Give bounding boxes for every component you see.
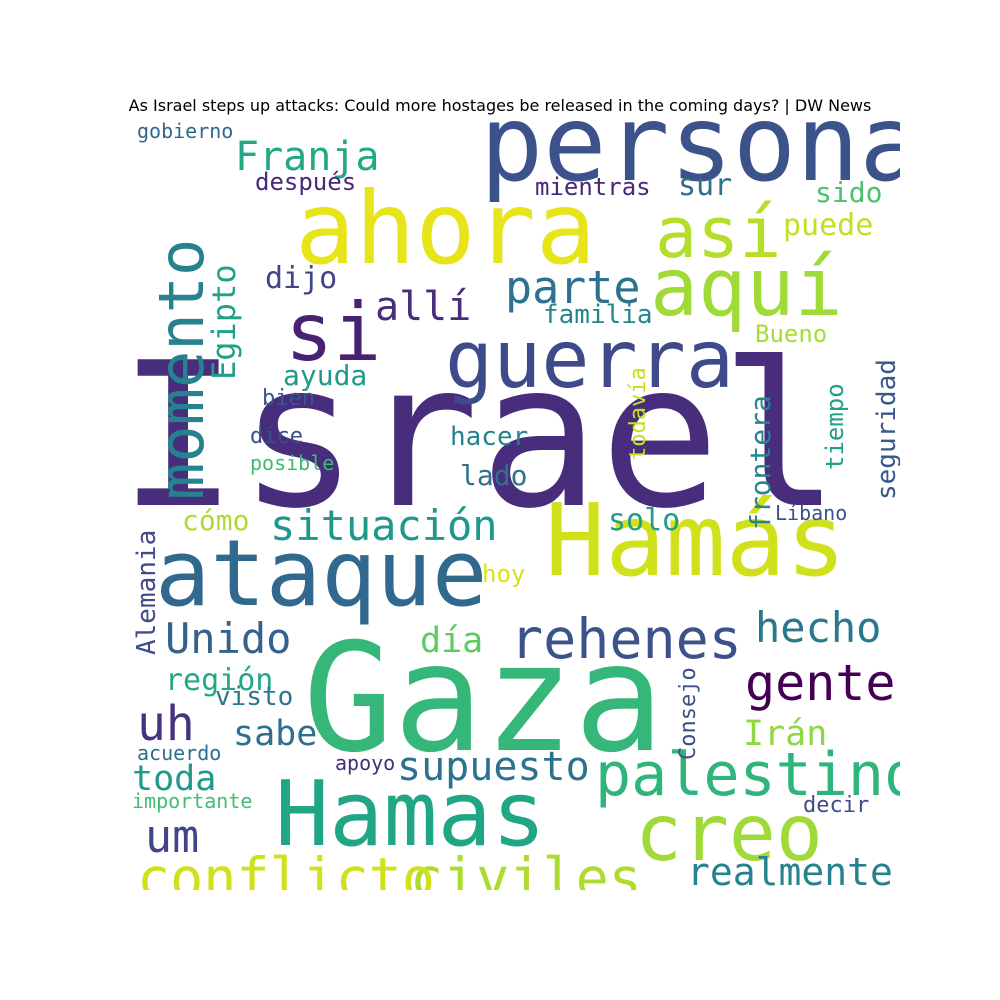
cloud-word: cómo <box>182 504 249 537</box>
cloud-word: Hamás <box>545 482 846 599</box>
cloud-word: día <box>420 621 483 661</box>
cloud-word: Alemania <box>132 530 162 655</box>
cloud-word: allí <box>375 284 471 330</box>
cloud-word: gente <box>745 654 896 712</box>
cloud-word: Israel <box>125 320 840 553</box>
cloud-word: lado <box>460 459 527 492</box>
cloud-word: persona <box>480 120 900 205</box>
cloud-word: posible <box>250 451 334 475</box>
cloud-word: conflicto <box>137 846 435 890</box>
cloud-word: familia <box>543 300 653 330</box>
cloud-word: sabe <box>233 714 317 754</box>
cloud-word: ahora <box>295 170 596 287</box>
cloud-word: Unido <box>165 614 291 663</box>
cloud-word: ayuda <box>283 359 367 392</box>
cloud-word: toda <box>132 759 216 799</box>
cloud-word: hecho <box>755 603 881 652</box>
cloud-word: creo <box>635 789 823 879</box>
cloud-word: región <box>165 663 273 698</box>
cloud-word: puede <box>783 208 873 243</box>
cloud-word: acuerdo <box>137 741 221 765</box>
cloud-word: seguridad <box>872 359 900 500</box>
cloud-word: Irán <box>743 714 827 754</box>
cloud-word: frontera <box>744 395 777 530</box>
cloud-word: guerra <box>445 313 734 406</box>
cloud-word: situación <box>270 501 498 550</box>
cloud-word: dice <box>250 424 303 449</box>
cloud-word: mientras <box>535 173 651 201</box>
cloud-word: aquí <box>650 241 843 334</box>
cloud-word: supuesto <box>397 744 590 790</box>
cloud-word: bien <box>262 386 315 411</box>
cloud-word: así <box>655 192 781 274</box>
cloud-word: Consejo <box>676 667 701 760</box>
cloud-word: después <box>255 168 356 196</box>
cloud-word: momento <box>145 239 218 500</box>
cloud-word: solo <box>608 503 680 538</box>
cloud-word: civiles <box>410 846 642 890</box>
cloud-word: parte <box>505 261 640 314</box>
cloud-word: Gaza <box>303 612 664 786</box>
cloud-word: palestino <box>595 740 900 810</box>
cloud-word: realmente <box>687 850 893 890</box>
cloud-word: Hamas <box>275 762 546 867</box>
cloud-word: si <box>285 286 381 379</box>
cloud-word: Egipto <box>205 264 243 380</box>
cloud-word: Líbano <box>775 501 847 525</box>
cloud-word: Bueno <box>755 320 827 348</box>
cloud-word: tiempo <box>821 383 849 470</box>
cloud-word: apoyo <box>335 751 395 775</box>
cloud-word: sido <box>815 176 882 209</box>
cloud-word: hacer <box>450 422 528 452</box>
cloud-word: decir <box>803 793 869 818</box>
cloud-word: importante <box>132 789 252 813</box>
cloud-word: todavía <box>626 367 651 460</box>
cloud-word: Franja <box>235 134 380 180</box>
word-cloud: Israel Gaza Hamás persona ahora ataque Hamas gu… <box>125 120 900 890</box>
cloud-word: rehenes <box>510 607 742 671</box>
cloud-word: um <box>145 810 199 863</box>
cloud-word: hoy <box>482 560 525 588</box>
cloud-word: sur <box>678 168 732 203</box>
cloud-word: ataque <box>155 520 487 627</box>
figure-title: As Israel steps up attacks: Could more h… <box>128 96 872 115</box>
cloud-word: visto <box>215 682 293 712</box>
cloud-word: uh <box>137 696 195 752</box>
cloud-word: dijo <box>265 261 337 296</box>
cloud-word: gobierno <box>137 120 233 143</box>
